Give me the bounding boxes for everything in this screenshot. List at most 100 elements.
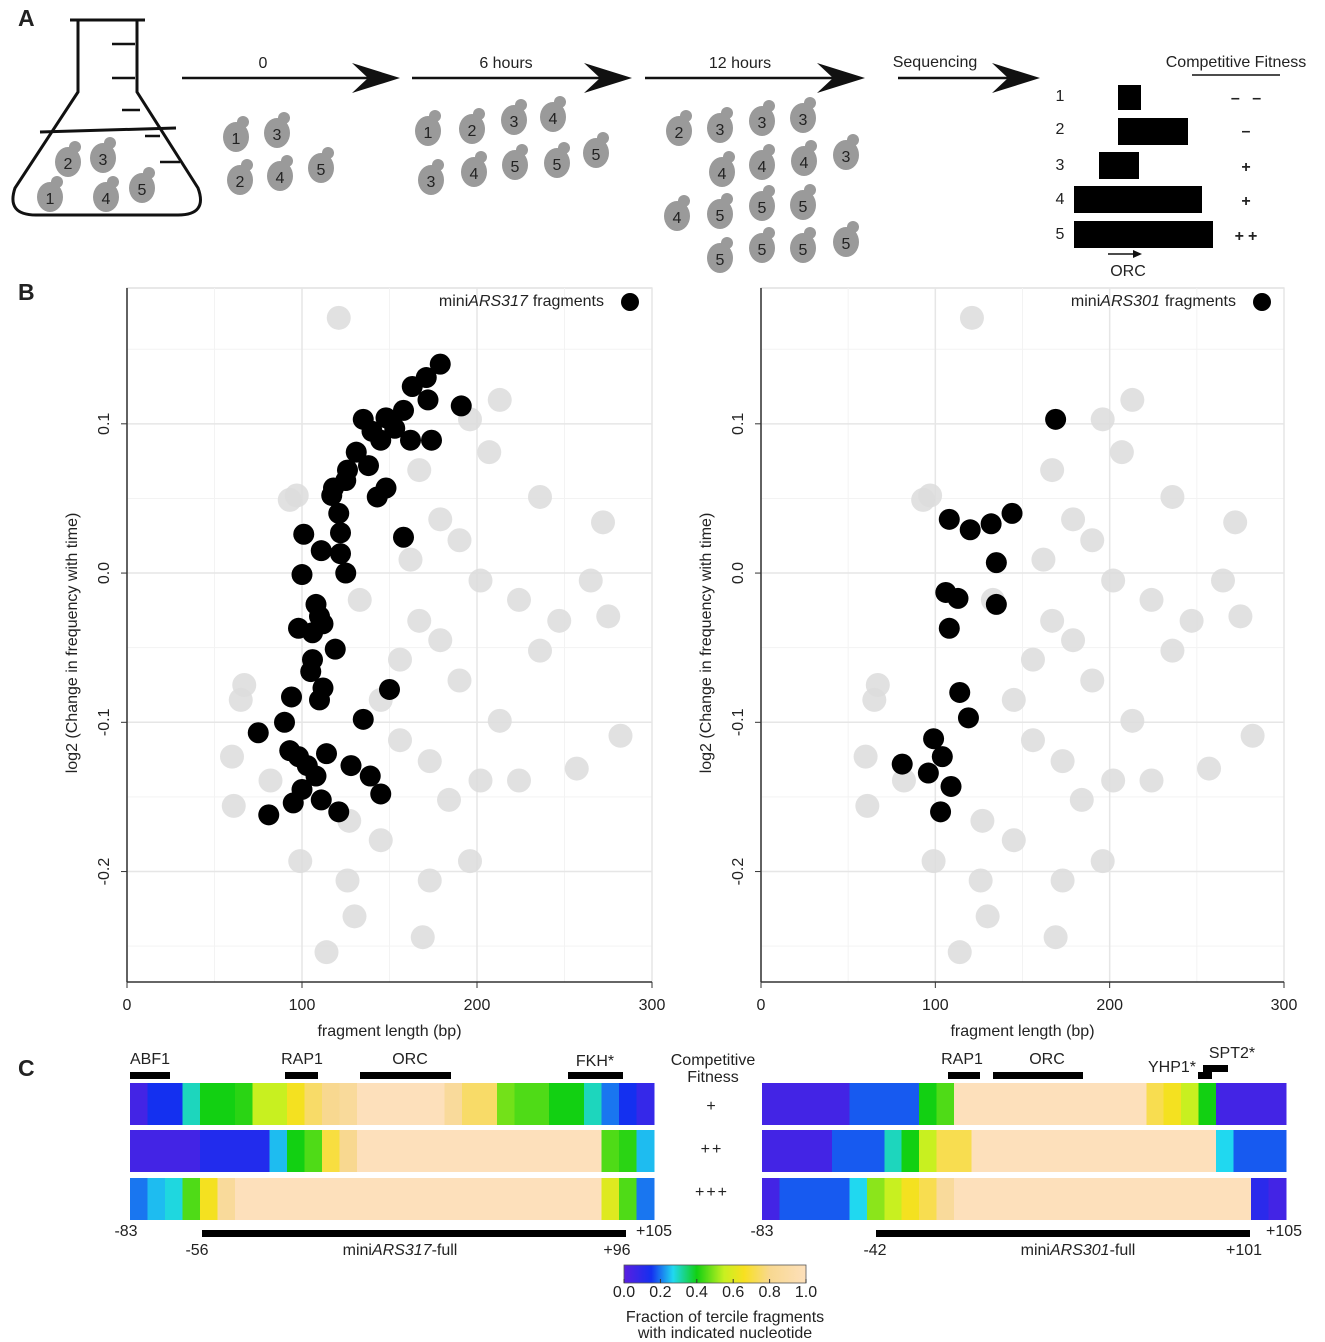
background-point	[1101, 768, 1126, 793]
colorbar-tick-label: 0.4	[686, 1284, 708, 1301]
heatmap-cell	[164, 1083, 183, 1125]
heatmap-cell	[409, 1178, 428, 1220]
heatmap-cell	[357, 1083, 376, 1125]
fitness-symbol: +	[1241, 159, 1254, 176]
heatmap-cell	[287, 1178, 306, 1220]
heatmap-cell	[1233, 1178, 1252, 1220]
yeast-cell	[749, 106, 775, 136]
cell-number: 2	[236, 174, 245, 191]
heatmap-cell	[866, 1130, 885, 1172]
heatmap-cell	[971, 1083, 990, 1125]
highlight-point	[891, 753, 913, 775]
background-point	[221, 793, 246, 818]
yeast-bud	[554, 96, 566, 108]
background-point	[258, 768, 283, 793]
highlight-point	[328, 801, 350, 823]
heatmap-cell	[601, 1178, 620, 1220]
heatmap-cell	[479, 1130, 498, 1172]
fitness-row-label: 1	[1056, 88, 1065, 105]
heatmap-cell	[199, 1178, 218, 1220]
x-axis-title: fragment length (bp)	[950, 1023, 1094, 1040]
background-point	[1061, 628, 1086, 653]
cell-number: 5	[511, 159, 520, 176]
yeast-cell	[749, 150, 775, 180]
heatmap-cell	[1181, 1083, 1200, 1125]
highlight-point	[938, 617, 960, 639]
yeast-bud	[104, 137, 116, 149]
cell-number: 4	[276, 170, 285, 187]
step-label: 6 hours	[479, 55, 532, 72]
feature-bar	[948, 1072, 980, 1079]
background-point	[220, 744, 244, 769]
heatmap-cell	[849, 1178, 868, 1220]
heatmap-cell	[549, 1083, 568, 1125]
x-tick-label: 0	[123, 997, 132, 1014]
yeast-bud	[763, 100, 775, 112]
cell-number: 5	[592, 147, 601, 164]
full-start-label: -42	[863, 1242, 886, 1259]
yeast-bud	[475, 151, 487, 163]
background-point	[862, 687, 887, 712]
fitness-level: +	[706, 1098, 717, 1115]
cell-number: 5	[842, 236, 851, 253]
fitness-row-label: 4	[1056, 191, 1065, 208]
highlight-point	[957, 707, 979, 729]
fitness-symbol: ++	[1235, 228, 1262, 245]
heatmap-cell	[936, 1130, 955, 1172]
feature-bar	[993, 1072, 1083, 1079]
heatmap-cell	[779, 1083, 798, 1125]
heatmap-cell	[989, 1083, 1008, 1125]
yeast-cell	[264, 118, 290, 148]
heatmap-cell	[849, 1130, 868, 1172]
highlight-point	[358, 455, 379, 477]
legend-marker	[621, 293, 639, 311]
cell-number: 1	[424, 125, 433, 142]
yeast-cell	[502, 150, 528, 180]
heatmap-cell	[234, 1130, 253, 1172]
legend-italic: ARS317	[467, 293, 529, 310]
heatmap-cell	[1181, 1178, 1200, 1220]
yeast-cell	[707, 113, 733, 143]
heatmap-cell	[601, 1130, 620, 1172]
colorbar-title: with indicated nucleotide	[637, 1325, 812, 1342]
feature-label: ORC	[392, 1051, 428, 1068]
background-point	[477, 440, 502, 465]
background-point	[947, 940, 972, 965]
background-point	[1223, 510, 1248, 535]
heatmap-cell	[1041, 1178, 1060, 1220]
feature-label: ORC	[1029, 1051, 1065, 1068]
heatmap-cell	[919, 1083, 938, 1125]
heatmap-cell	[779, 1130, 798, 1172]
cell-number: 3	[799, 112, 808, 129]
background-point	[1228, 604, 1253, 629]
colorbar-tick-label: 0.8	[758, 1284, 780, 1301]
heatmap-cell	[796, 1178, 815, 1220]
background-point	[342, 904, 367, 929]
feature-bar	[130, 1072, 170, 1079]
heatmap-cell	[322, 1083, 341, 1125]
cell-number: 4	[549, 111, 558, 128]
heatmap-cell	[989, 1178, 1008, 1220]
yeast-bud	[432, 159, 444, 171]
heatmap-cell	[954, 1178, 973, 1220]
feature-label: YHP1*	[1148, 1059, 1196, 1076]
yeast-bud	[516, 144, 528, 156]
background-point	[507, 587, 531, 612]
background-point	[410, 925, 435, 950]
yeast-bud	[107, 176, 119, 188]
heatmap-cell	[182, 1083, 201, 1125]
y-tick-label: 0.0	[730, 562, 747, 584]
heatmap-cell	[1058, 1083, 1077, 1125]
background-point	[608, 723, 633, 748]
heatmap-cell	[164, 1130, 183, 1172]
background-point	[447, 668, 472, 693]
background-point	[1160, 484, 1185, 509]
background-point	[1080, 668, 1105, 693]
highlight-point	[258, 804, 280, 826]
background-point	[855, 793, 880, 818]
yeast-cell	[540, 102, 566, 132]
yeast-bud	[721, 237, 733, 249]
yeast-bud	[278, 112, 290, 124]
background-point	[1001, 828, 1026, 853]
highlight-point	[324, 638, 346, 660]
